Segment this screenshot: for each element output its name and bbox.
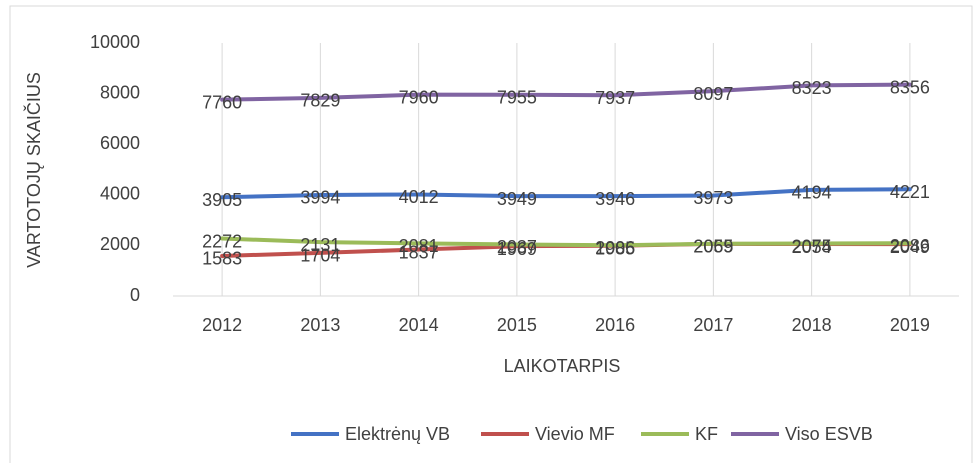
y-tick-label: 0 (130, 285, 140, 305)
series-line (220, 82, 912, 102)
x-tick-label: 2012 (202, 315, 242, 335)
data-label: 7829 (300, 91, 340, 111)
data-label: 8323 (792, 78, 832, 98)
x-tick-label: 2015 (497, 315, 537, 335)
x-tick-label: 2014 (399, 315, 439, 335)
data-label: 8097 (693, 84, 733, 104)
x-tick-label: 2013 (300, 315, 340, 335)
data-label: 4012 (399, 187, 439, 207)
legend-label: Elektrėnų VB (345, 424, 450, 444)
data-label: 2049 (890, 237, 930, 257)
legend-label: Viso ESVB (785, 424, 873, 444)
data-label: 2037 (497, 237, 537, 257)
data-label: 3973 (693, 188, 733, 208)
data-label: 2131 (300, 235, 340, 255)
data-label: 1704 (300, 246, 340, 266)
data-label: 4194 (792, 183, 832, 203)
x-axis-label: LAIKOTARPIS (504, 356, 621, 376)
data-label: 2272 (202, 231, 242, 251)
data-label: 3994 (300, 188, 340, 208)
data-label: 2006 (595, 238, 635, 258)
data-label: 2081 (399, 236, 439, 256)
data-label: 2054 (792, 237, 832, 257)
y-tick-label: 6000 (100, 133, 140, 153)
chart-border (9, 5, 973, 463)
series-line (220, 236, 912, 248)
x-tick-label: 2016 (595, 315, 635, 335)
data-label: 2059 (693, 237, 733, 257)
data-label: 1969 (497, 239, 537, 259)
data-label: 2086 (890, 236, 930, 256)
y-axis-label: VARTOTOJŲ SKAIČIUS (23, 72, 44, 268)
data-label: 7960 (399, 87, 439, 107)
data-label: 2075 (792, 236, 832, 256)
data-label: 8356 (890, 77, 930, 97)
legend-label: KF (695, 424, 718, 444)
data-label: 1583 (202, 249, 242, 269)
y-tick-label: 10000 (90, 32, 140, 52)
y-tick-label: 2000 (100, 234, 140, 254)
data-label: 3905 (202, 190, 242, 210)
data-label: 4221 (890, 182, 930, 202)
x-tick-label: 2017 (693, 315, 733, 335)
data-label: 7760 (202, 92, 242, 112)
data-label: 1837 (399, 242, 439, 262)
data-label: 7937 (595, 88, 635, 108)
series-line (220, 187, 912, 200)
x-tick-label: 2019 (890, 315, 930, 335)
data-label: 7955 (497, 87, 537, 107)
y-tick-label: 8000 (100, 82, 140, 102)
data-label: 3946 (595, 189, 635, 209)
data-label: 3949 (497, 189, 537, 209)
data-label: 2065 (693, 237, 733, 257)
x-tick-label: 2018 (792, 315, 832, 335)
y-tick-label: 4000 (100, 184, 140, 204)
legend-label: Vievio MF (535, 424, 615, 444)
data-label: 1985 (595, 239, 635, 259)
